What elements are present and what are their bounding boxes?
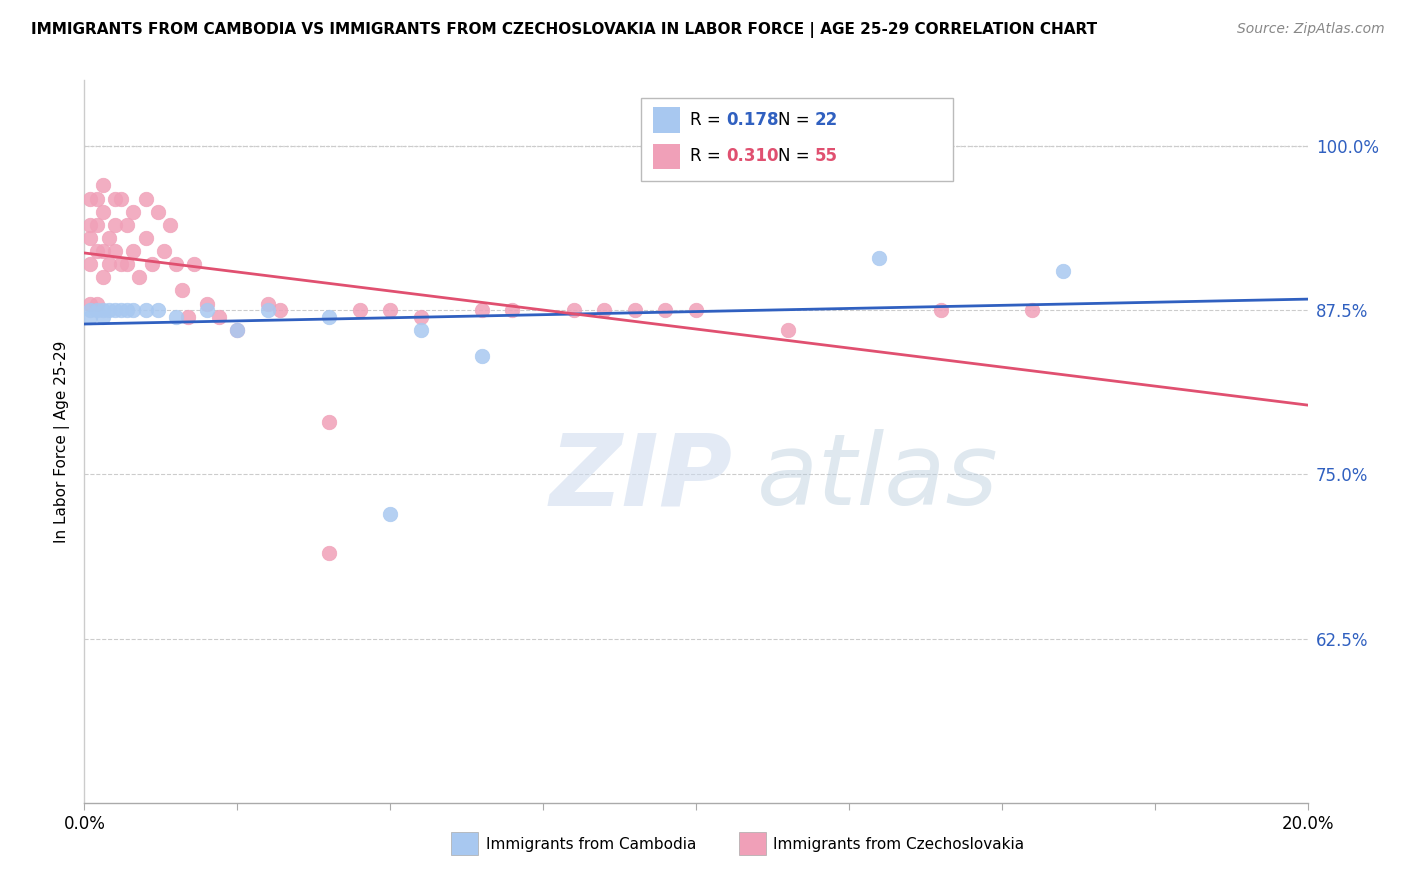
Point [183, 257, 205, 271]
Point [195, 303, 218, 318]
Text: Immigrants from Czechoslovakia: Immigrants from Czechoslovakia [773, 838, 1024, 852]
Point [104, 218, 127, 232]
Point [86, 303, 108, 318]
Point [318, 310, 340, 324]
Point [91, 178, 114, 193]
Point [79, 296, 101, 310]
Point [91, 204, 114, 219]
Text: N =: N = [778, 147, 815, 165]
Point [135, 231, 157, 245]
Point [110, 192, 132, 206]
Point [153, 244, 176, 258]
Point [91, 310, 114, 324]
Point [1021, 303, 1043, 318]
Point [97, 303, 120, 318]
Text: Immigrants from Cambodia: Immigrants from Cambodia [485, 838, 696, 852]
FancyBboxPatch shape [738, 831, 766, 855]
Point [208, 310, 231, 324]
Point [128, 270, 150, 285]
Point [97, 257, 120, 271]
Text: ZIP: ZIP [550, 429, 733, 526]
FancyBboxPatch shape [451, 831, 478, 855]
Text: IMMIGRANTS FROM CAMBODIA VS IMMIGRANTS FROM CZECHOSLOVAKIA IN LABOR FORCE | AGE : IMMIGRANTS FROM CAMBODIA VS IMMIGRANTS F… [31, 22, 1097, 38]
Point [122, 204, 145, 219]
Point [79, 303, 101, 318]
FancyBboxPatch shape [654, 107, 681, 133]
Point [471, 303, 494, 318]
Point [146, 204, 169, 219]
Point [79, 192, 101, 206]
Point [624, 303, 647, 318]
Point [409, 323, 432, 337]
Point [110, 257, 132, 271]
Text: 22: 22 [814, 111, 838, 129]
Point [104, 244, 127, 258]
Point [91, 244, 114, 258]
Point [685, 303, 707, 318]
Point [122, 244, 145, 258]
Point [115, 303, 138, 318]
Point [141, 257, 163, 271]
Point [79, 218, 101, 232]
Point [257, 296, 280, 310]
Text: R =: R = [690, 111, 725, 129]
Point [86, 218, 108, 232]
Point [195, 296, 218, 310]
Point [380, 507, 402, 521]
FancyBboxPatch shape [654, 144, 681, 169]
Point [409, 310, 432, 324]
Point [165, 257, 187, 271]
Point [349, 303, 371, 318]
Text: 55: 55 [814, 147, 838, 165]
Point [135, 303, 157, 318]
Point [135, 192, 157, 206]
Point [654, 303, 676, 318]
Point [776, 323, 799, 337]
Point [380, 303, 402, 318]
Point [110, 303, 132, 318]
Text: N =: N = [778, 111, 815, 129]
Point [146, 303, 169, 318]
Point [86, 244, 108, 258]
Point [869, 251, 891, 265]
Point [104, 303, 127, 318]
Point [562, 303, 585, 318]
Point [177, 310, 200, 324]
Y-axis label: In Labor Force | Age 25-29: In Labor Force | Age 25-29 [55, 341, 70, 542]
Point [1052, 264, 1074, 278]
Point [226, 323, 249, 337]
Point [79, 231, 101, 245]
Point [97, 231, 120, 245]
Text: R =: R = [690, 147, 725, 165]
Point [86, 296, 108, 310]
Point [115, 218, 138, 232]
Point [79, 310, 101, 324]
Point [159, 218, 181, 232]
Point [318, 546, 340, 560]
Point [86, 192, 108, 206]
Point [257, 303, 280, 318]
Point [471, 349, 494, 363]
Point [104, 192, 127, 206]
Point [269, 303, 291, 318]
Point [91, 270, 114, 285]
Point [593, 303, 616, 318]
Point [929, 303, 952, 318]
Point [502, 303, 524, 318]
Text: Source: ZipAtlas.com: Source: ZipAtlas.com [1237, 22, 1385, 37]
Point [172, 284, 194, 298]
Point [226, 323, 249, 337]
Point [115, 257, 138, 271]
Text: 0.310: 0.310 [727, 147, 779, 165]
Text: atlas: atlas [758, 429, 998, 526]
Point [91, 303, 114, 318]
Text: 0.178: 0.178 [727, 111, 779, 129]
FancyBboxPatch shape [641, 98, 953, 181]
Point [318, 415, 340, 429]
Point [165, 310, 187, 324]
Point [79, 257, 101, 271]
Point [122, 303, 145, 318]
